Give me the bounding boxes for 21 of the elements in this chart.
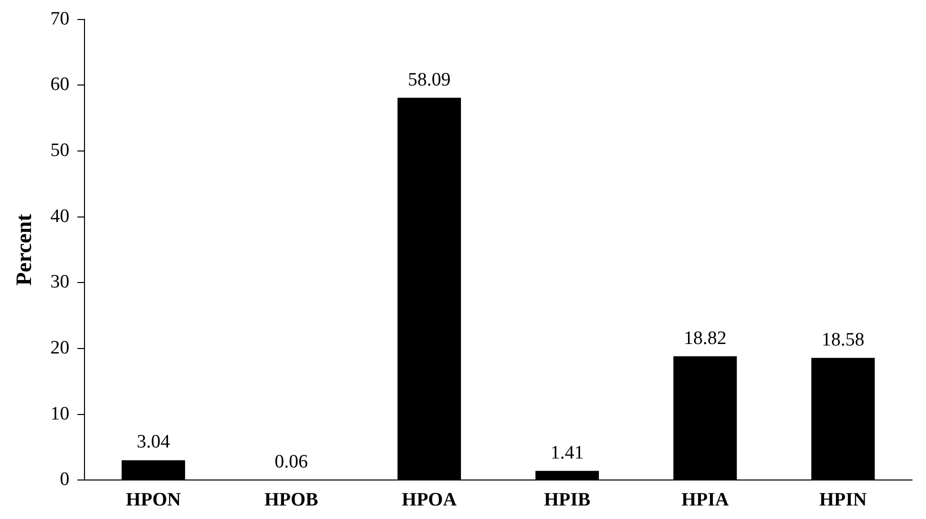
data-label: 58.09 xyxy=(408,69,451,90)
data-label: 18.58 xyxy=(822,329,864,350)
x-tick-label: HPIB xyxy=(544,490,591,511)
x-tick-label: HPOB xyxy=(264,490,319,511)
x-tick-label: HPIA xyxy=(681,490,730,511)
data-label: 0.06 xyxy=(274,451,308,472)
x-tick-label: HPOA xyxy=(402,490,457,511)
y-tick-label: 30 xyxy=(50,272,70,293)
y-tick-label: 50 xyxy=(50,140,70,162)
y-tick-label: 20 xyxy=(50,338,70,359)
y-tick-label: 70 xyxy=(50,8,70,30)
x-tick-label: HPIN xyxy=(819,490,868,511)
y-tick-label: 60 xyxy=(50,74,70,96)
data-label: 1.41 xyxy=(550,442,584,464)
y-tick-label: 0 xyxy=(60,469,70,490)
y-tick-label: 40 xyxy=(50,206,70,227)
x-tick-label: HPON xyxy=(126,490,182,511)
data-label: 3.04 xyxy=(136,432,170,453)
y-axis-title: Percent xyxy=(10,213,36,286)
data-label: 18.82 xyxy=(684,328,726,349)
y-tick-label: 10 xyxy=(50,403,70,424)
